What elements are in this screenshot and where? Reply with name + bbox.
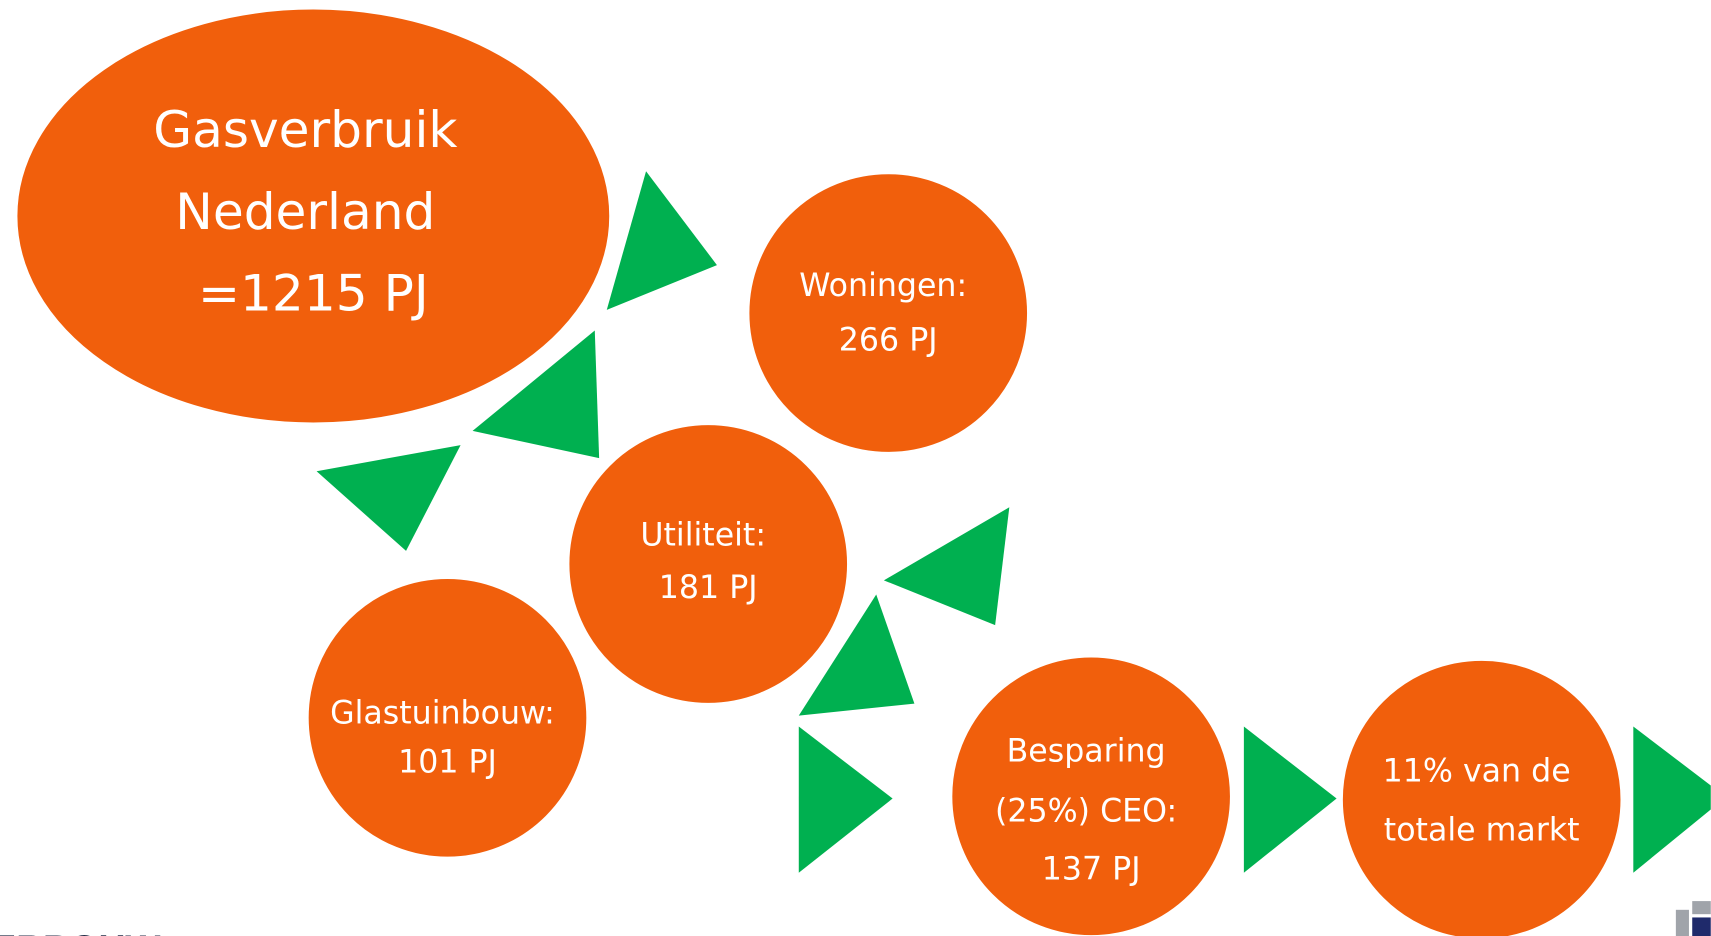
arrow	[883, 507, 1010, 626]
label-line: 11% van de	[1383, 753, 1571, 789]
node-label: Besparing (25%) CEO: 137 PJ	[995, 734, 1187, 888]
label-line: Utiliteit:	[640, 518, 766, 554]
arrow	[798, 594, 915, 716]
label-line: Woningen:	[799, 268, 967, 304]
node-utiliteit	[567, 423, 849, 705]
node-label: Glastuinbouw: 101 PJ	[330, 696, 565, 781]
logo-icon	[1675, 901, 1711, 936]
node-label: Woningen: 266 PJ	[799, 268, 977, 359]
label-line: 101 PJ	[398, 745, 497, 781]
node-markt	[1341, 659, 1623, 936]
main-node	[15, 7, 611, 425]
label-line: Besparing	[1007, 734, 1166, 770]
node-woningen	[747, 172, 1029, 454]
arrow	[316, 445, 461, 551]
arrow	[1243, 726, 1337, 873]
label-line: Nederland	[175, 181, 435, 240]
arrow	[1633, 726, 1711, 873]
label-line: 181 PJ	[659, 570, 758, 606]
node-glastuinbouw	[307, 577, 588, 859]
node-label: 11% van de totale markt	[1383, 753, 1581, 848]
label-line: 266 PJ	[839, 322, 938, 358]
label-line: 137 PJ	[1042, 852, 1141, 888]
label-line: Gasverbruik	[153, 100, 457, 159]
arrow	[472, 330, 600, 459]
label-line: (25%) CEO:	[995, 794, 1177, 830]
label-line: =1215 PJ	[198, 263, 429, 322]
node-label: Utiliteit: 181 PJ	[640, 518, 776, 606]
node-label: Gasverbruik Nederland =1215 PJ	[153, 100, 473, 323]
arrow	[798, 726, 893, 873]
label-line: Glastuinbouw:	[330, 696, 555, 732]
logo-text: ERBOUW	[0, 927, 160, 936]
arrow	[606, 171, 717, 310]
label-line: totale markt	[1384, 812, 1580, 848]
